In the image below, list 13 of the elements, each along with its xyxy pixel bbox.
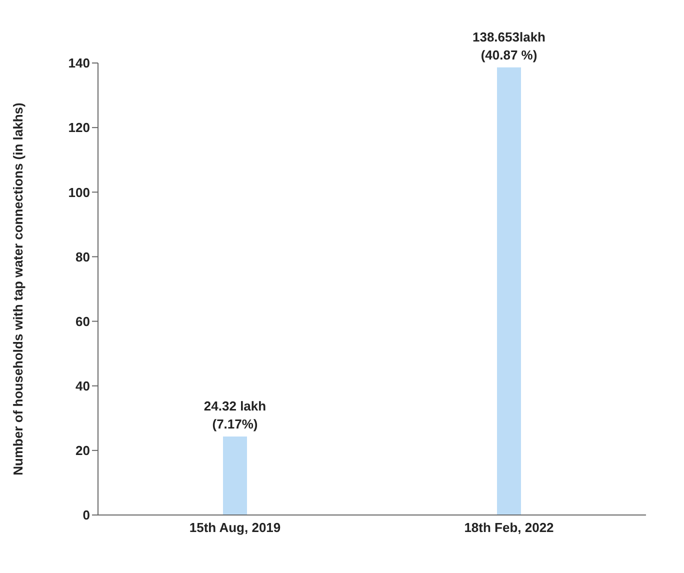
y-tick-label: 120	[68, 120, 90, 136]
y-tick-label: 140	[68, 56, 90, 71]
x-tick-label: 15th Aug, 2019	[189, 520, 281, 536]
data-label: 24.32 lakh (7.17%)	[204, 398, 266, 432]
x-tick-label: 18th Feb, 2022	[464, 520, 554, 536]
y-tick-label: 0	[82, 508, 90, 523]
y-tick-label: 20	[76, 443, 90, 458]
y-tick-label: 60	[76, 314, 90, 329]
y-tick-label: 100	[68, 184, 90, 200]
y-tick-label: 40	[76, 378, 90, 394]
y-tick-label: 80	[76, 249, 90, 264]
data-label: 138.653lakh (40.87 %)	[472, 29, 546, 62]
y-axis-title: Number of households with tap water connections (in lakhs)	[10, 102, 26, 476]
